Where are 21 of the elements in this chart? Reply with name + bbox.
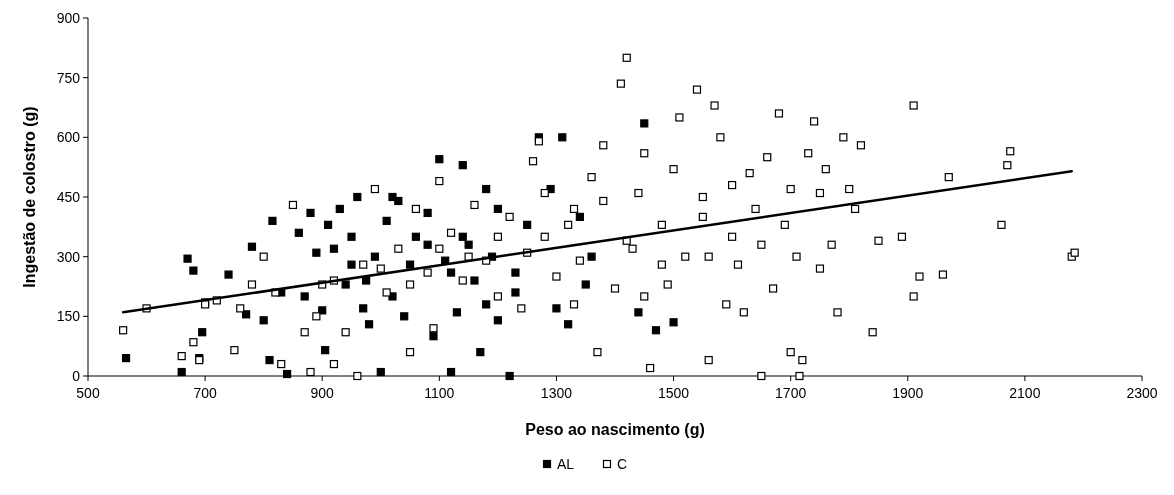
y-tick-label: 450: [56, 188, 81, 205]
x-tick-label: 2300: [1126, 385, 1158, 401]
y-tick-label: 150: [56, 308, 81, 325]
y-tick-label: 0: [72, 367, 81, 384]
y-tick-label: 300: [56, 248, 81, 265]
legend-label: AL: [557, 456, 575, 472]
x-tick-label: 2100: [1009, 385, 1041, 401]
x-tick-label: 700: [193, 385, 217, 401]
y-tick-label: 600: [56, 129, 81, 146]
x-tick-label: 1900: [892, 385, 924, 401]
y-axis-title: Ingestão de colostro (g): [21, 106, 38, 288]
y-tick-label: 900: [56, 9, 81, 26]
x-tick-label: 900: [310, 385, 335, 401]
x-tick-label: 1500: [657, 385, 690, 401]
y-tick-label: 750: [56, 69, 81, 86]
x-tick-label: 500: [76, 385, 100, 401]
x-tick-label: 1300: [540, 385, 573, 401]
x-axis-title: Peso ao nascimento (g): [525, 421, 705, 438]
legend-label: C: [617, 456, 628, 472]
x-tick-label: 1700: [775, 385, 807, 401]
x-tick-label: 1100: [424, 385, 455, 401]
